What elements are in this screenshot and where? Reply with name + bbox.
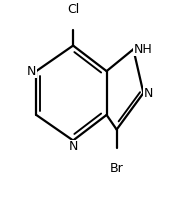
Text: NH: NH — [133, 43, 152, 56]
Text: N: N — [68, 140, 78, 153]
Text: N: N — [143, 87, 153, 100]
Text: N: N — [27, 65, 36, 78]
Text: Br: Br — [110, 162, 124, 175]
Text: Cl: Cl — [67, 3, 79, 16]
